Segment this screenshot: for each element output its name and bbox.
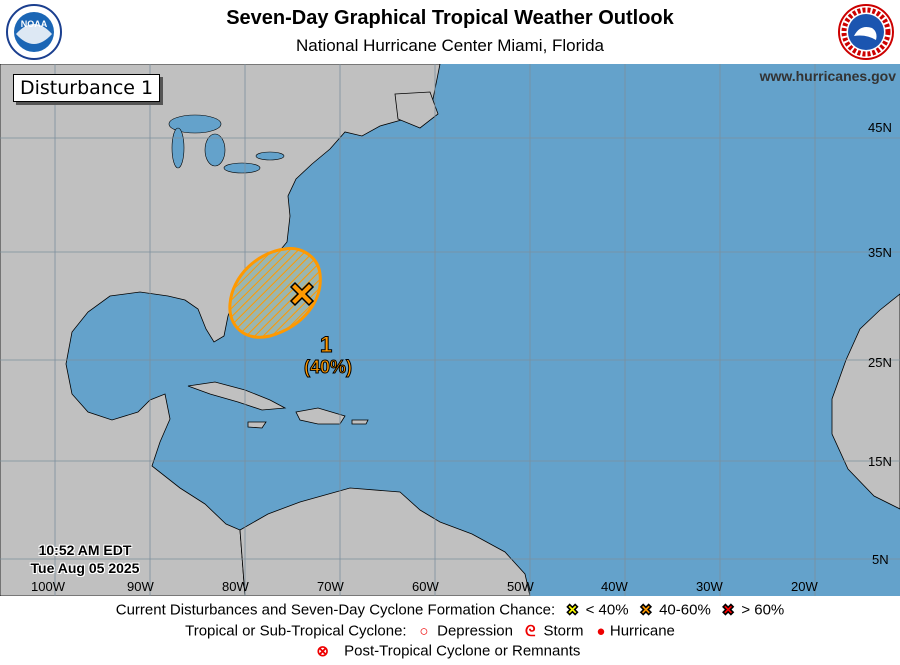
lat-label: 25N [868, 355, 892, 370]
issue-date: Tue Aug 05 2025 [30, 560, 140, 576]
lon-label: 90W [127, 579, 154, 594]
lat-label: 35N [868, 245, 892, 260]
noaa-logo: NOAA [6, 4, 62, 60]
legend-formation-label: Current Disturbances and Seven-Day Cyclo… [115, 601, 556, 619]
hurricane-icon: ● [596, 622, 606, 640]
legend-cyclone-label: Tropical or Sub-Tropical Cyclone: [185, 622, 407, 640]
hispaniola [295, 407, 346, 425]
map[interactable]: Disturbance 1 www.hurricanes.gov 1 (40%)… [0, 64, 900, 596]
svg-text:NOAA: NOAA [21, 19, 48, 29]
high-chance-x-icon: ✖ [721, 602, 735, 620]
formation-area [228, 246, 322, 339]
legend-post-tropical-row: ⊗ Post-Tropical Cyclone or Remnants [0, 642, 897, 661]
lon-label: 70W [317, 579, 344, 594]
lon-label: 60W [412, 579, 439, 594]
legend-storm: Storm [543, 622, 584, 640]
land [0, 64, 900, 596]
lat-label: 15N [868, 454, 892, 469]
puerto-rico [351, 419, 369, 425]
north-america [0, 64, 441, 596]
lon-label: 50W [507, 579, 534, 594]
cuba [187, 381, 287, 411]
legend-high: > 60% [741, 601, 785, 619]
depression-icon: ○ [419, 622, 429, 640]
africa [831, 293, 900, 510]
legend-depression: Depression [437, 622, 513, 640]
lon-label: 100W [31, 579, 65, 594]
website-link[interactable]: www.hurricanes.gov [759, 68, 896, 84]
post-tropical-icon: ⊗ [316, 643, 329, 661]
disturbance-chance: (40%) [303, 357, 353, 378]
panel-title: Disturbance 1 [13, 74, 161, 102]
nws-logo [838, 4, 894, 60]
jamaica [247, 421, 267, 429]
page-subtitle: National Hurricane Center Miami, Florida [295, 36, 604, 55]
low-chance-x-icon: ✖ [566, 602, 580, 620]
header: NOAA Seven-Day Graphical Tropical Weathe… [0, 0, 900, 64]
lon-label: 30W [696, 579, 723, 594]
map-canvas [0, 64, 900, 596]
medium-chance-x-icon: ✖ [639, 602, 653, 620]
legend-medium: 40-60% [659, 601, 711, 619]
lat-label: 5N [872, 552, 889, 567]
grid-lines [0, 64, 900, 596]
south-america [239, 487, 531, 596]
page-title: Seven-Day Graphical Tropical Weather Out… [226, 7, 674, 29]
disturbance-x-icon [289, 281, 315, 307]
disturbance-1[interactable] [228, 246, 322, 339]
lon-label: 80W [222, 579, 249, 594]
newfoundland [394, 91, 439, 129]
legend-post-tropical-label: Post-Tropical Cyclone or Remnants [344, 642, 581, 660]
legend-low: < 40% [585, 601, 629, 619]
legend-hurricane: Hurricane [609, 622, 675, 640]
disturbance-number: 1 [319, 332, 333, 358]
storm-icon: ᘓ [525, 622, 536, 640]
legend-formation-row: Current Disturbances and Seven-Day Cyclo… [0, 601, 900, 620]
legend-cyclone-row: Tropical or Sub-Tropical Cyclone: ○ Depr… [0, 622, 880, 640]
issue-time: 10:52 AM EDT [38, 542, 132, 558]
lat-label: 45N [868, 120, 892, 135]
lon-label: 20W [791, 579, 818, 594]
lon-label: 40W [601, 579, 628, 594]
